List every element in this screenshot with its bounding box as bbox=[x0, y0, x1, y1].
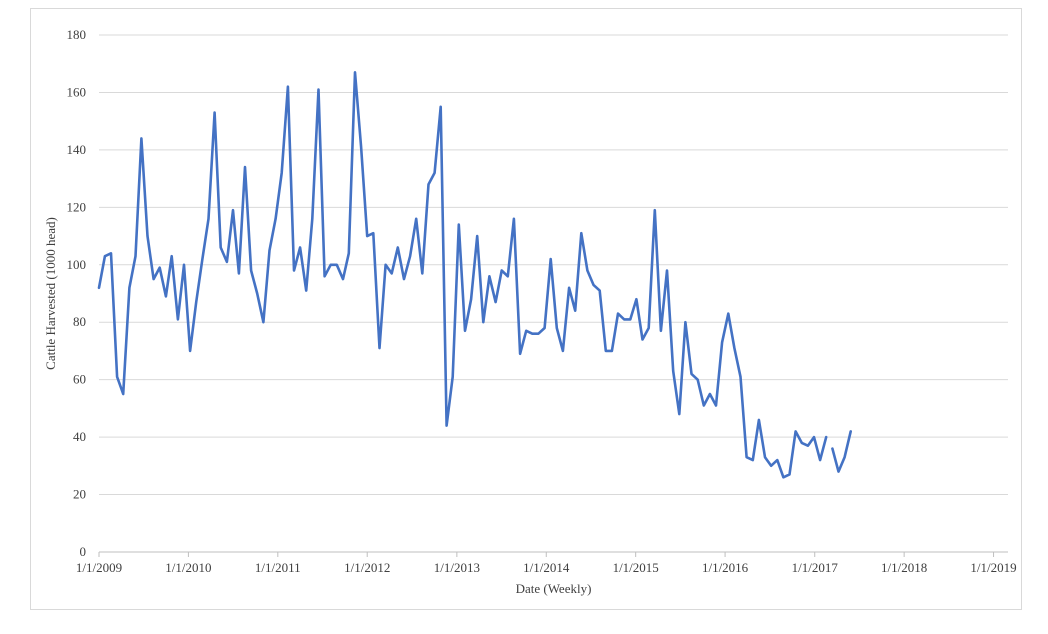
y-tick-label: 40 bbox=[73, 429, 86, 444]
y-tick-label: 160 bbox=[67, 84, 87, 99]
chart-frame: 0 20 40 60 80 100 120 140 160 180 1/1/2009 1/1/201… bbox=[30, 8, 1022, 610]
y-tick-label: 120 bbox=[67, 199, 87, 214]
x-tick-label: 1/1/2013 bbox=[434, 560, 480, 575]
series-line bbox=[97, 70, 828, 479]
y-tick-label: 0 bbox=[80, 544, 87, 559]
x-tick-label: 1/1/2010 bbox=[165, 560, 211, 575]
x-tick-label: 1/1/2018 bbox=[881, 560, 927, 575]
y-axis-title: Cattle Harvested (1000 head) bbox=[43, 217, 58, 370]
x-tick-label: 1/1/2009 bbox=[76, 560, 122, 575]
line-chart: 0 20 40 60 80 100 120 140 160 180 1/1/2009 1/1/201… bbox=[43, 27, 1017, 596]
y-tick-label: 100 bbox=[67, 257, 87, 272]
y-tick-label: 80 bbox=[73, 314, 86, 329]
x-tick-label: 1/1/2015 bbox=[613, 560, 659, 575]
x-axis-title: Date (Weekly) bbox=[516, 581, 592, 596]
series-lines bbox=[97, 70, 853, 479]
series-line bbox=[831, 430, 853, 473]
x-tick-label: 1/1/2011 bbox=[255, 560, 301, 575]
x-tick-label: 1/1/2012 bbox=[344, 560, 390, 575]
x-tick-label: 1/1/2014 bbox=[523, 560, 570, 575]
x-tick-label: 1/1/2019 bbox=[970, 560, 1016, 575]
x-axis-ticks: 1/1/2009 1/1/2010 1/1/2011 1/1/2012 1/1/2013… bbox=[76, 552, 1017, 575]
x-tick-label: 1/1/2016 bbox=[702, 560, 749, 575]
y-tick-label: 140 bbox=[67, 142, 87, 157]
y-tick-label: 20 bbox=[73, 487, 86, 502]
y-tick-label: 60 bbox=[73, 372, 86, 387]
y-tick-label: 180 bbox=[67, 27, 87, 42]
y-axis-ticks: 0 20 40 60 80 100 120 140 160 180 bbox=[67, 27, 87, 559]
x-tick-label: 1/1/2017 bbox=[792, 560, 839, 575]
